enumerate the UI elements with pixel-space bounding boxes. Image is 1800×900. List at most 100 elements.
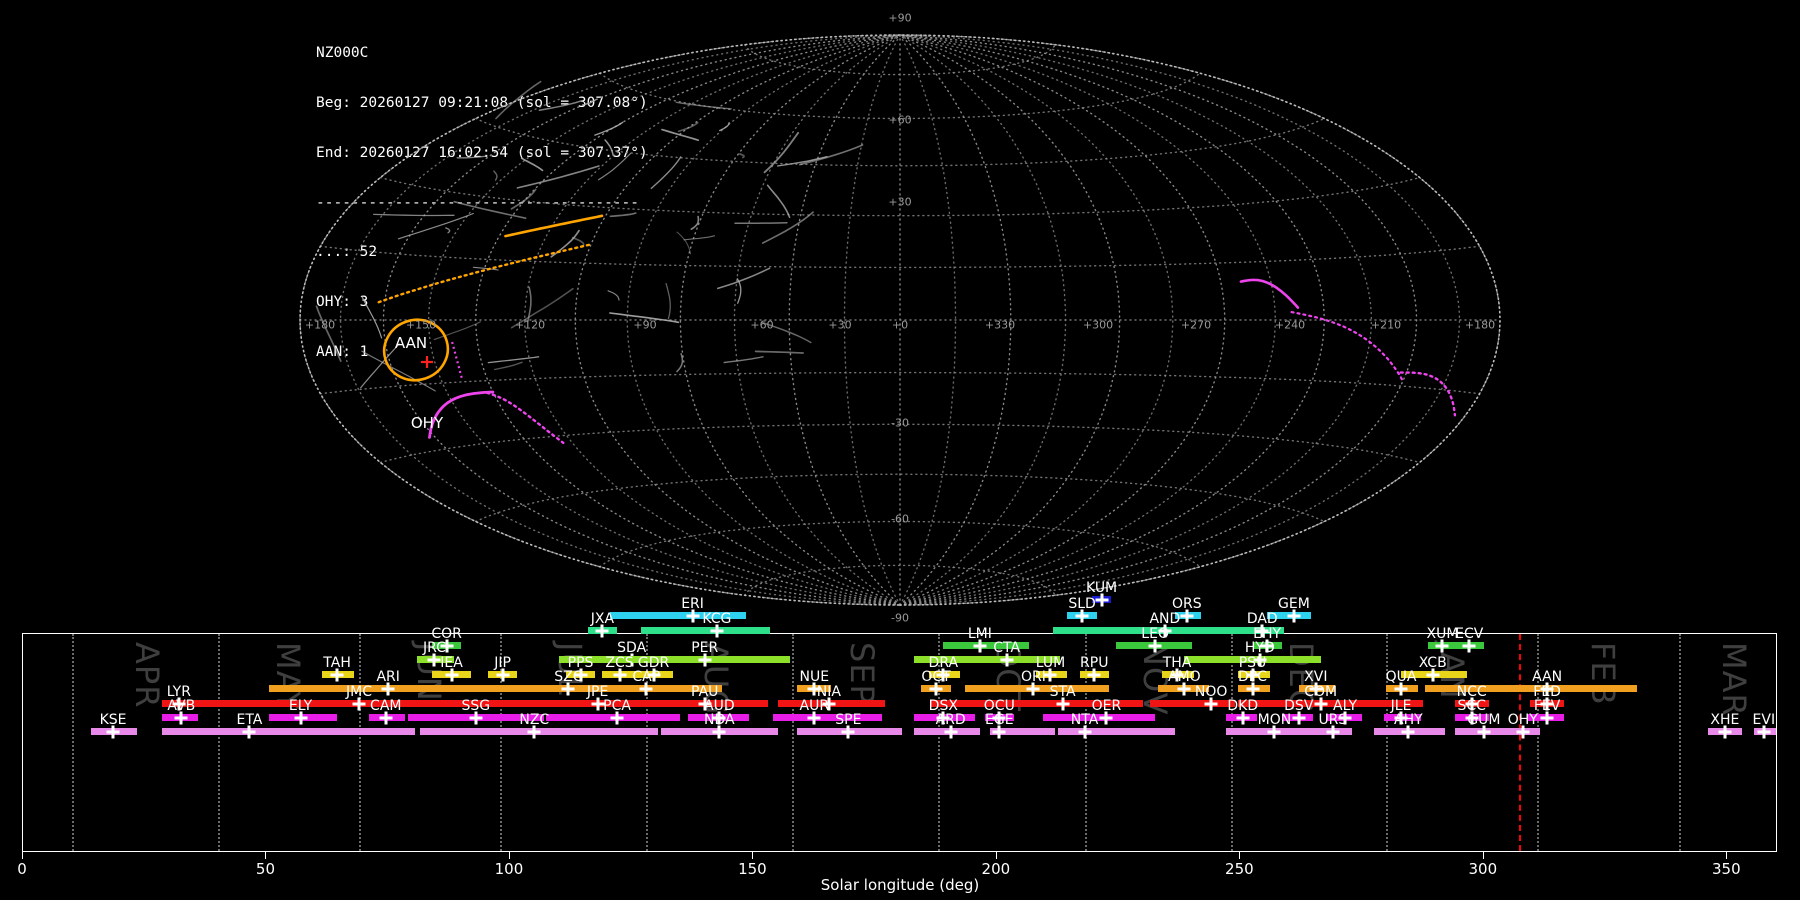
shower-bar-hyd[interactable] [1184,656,1321,663]
month-separator [1084,634,1087,851]
meteor-trail [453,200,527,219]
meteor-trail [361,296,383,339]
shower-label-sta: STA [1049,684,1076,700]
shower-bar-cta[interactable] [914,656,1061,663]
shower-label-ori: ORI [1020,669,1046,685]
shower-bar-aan[interactable] [1425,685,1638,692]
shower-label-pca: PCA [603,698,631,714]
sky-grid-label: +0 [891,318,909,332]
shower-bar-qua[interactable] [1386,685,1419,692]
shower-bar-rpu[interactable] [1079,671,1109,678]
shower-bar-jip[interactable] [488,671,518,678]
shower-bar-and[interactable] [1052,627,1248,634]
shower-bar-urs[interactable] [1313,728,1353,735]
shower-label-and: AND [1149,611,1181,627]
shower-bar-avb[interactable] [161,714,199,721]
shower-bar-sta[interactable] [931,700,1143,707]
shower-bar-ohy[interactable] [1505,728,1540,735]
graticule-meridian [626,34,901,606]
shower-bar-tah[interactable] [322,671,355,678]
shower-bar-noo[interactable] [1150,700,1236,707]
meteor-trail [373,213,455,217]
meteor-trail [607,290,620,301]
shower-bar-xhe[interactable] [1707,728,1742,735]
ohy-marker-line [450,340,463,379]
graticule-parallel [319,245,1481,269]
sky-grid-label: +90 [633,318,657,332]
shower-label-ecv: ECV [1455,626,1484,642]
shower-label-noo: NOO [1194,684,1228,700]
meteor-trail [716,267,771,290]
meteor-trail [799,144,864,166]
axis-tick-label: 100 [494,860,524,878]
shower-bar-gum[interactable] [1454,728,1509,735]
shower-bar-sld[interactable] [1067,612,1097,619]
shower-bar-ori[interactable] [965,685,1109,692]
shower-label-ege: EGE [985,712,1014,728]
shower-label-nda: NDA [704,712,735,728]
shower-label-per: PER [691,640,719,656]
shower-bar-ahy[interactable] [1374,728,1445,735]
shower-bar-iea[interactable] [432,671,471,678]
shower-bar-nta[interactable] [1057,728,1175,735]
shower-label-leo: LEO [1141,626,1169,642]
shower-bar-com[interactable] [1237,700,1423,707]
month-separator [358,634,361,851]
radiant-label-ohy: OHY [411,414,444,432]
shower-bar-dpc[interactable] [1237,685,1270,692]
shower-bar-ard[interactable] [914,728,980,735]
ohy-track [1290,311,1405,383]
shower-bar-jxa[interactable] [587,627,618,634]
shower-bar-aur[interactable] [772,714,883,721]
shower-bar-ari[interactable] [268,685,569,692]
shower-bar-oct[interactable] [921,685,951,692]
shower-bar-cam[interactable] [368,714,406,721]
shower-bar-xum[interactable] [1427,642,1460,649]
shower-label-aur: AUR [799,698,830,714]
graticule-parallel [599,520,1201,568]
shower-label-xum: XUM [1426,626,1459,642]
shower-label-oer: OER [1091,698,1122,714]
shower-bar-spe[interactable] [797,728,902,735]
shower-bar-nzc[interactable] [419,728,659,735]
shower-bar-nda[interactable] [660,728,778,735]
shower-label-jle: JLE [1390,698,1412,714]
meteor-trail [433,321,481,341]
month-separator [500,634,503,851]
sky-grid-label: -60 [891,512,909,526]
graticule-parallel [744,44,1057,76]
shower-bar-oer[interactable] [1043,714,1156,721]
axis-tick-label: 300 [1468,860,1498,878]
meteor-trail [609,312,680,324]
graticule-meridian [788,34,901,606]
shower-bar-mon[interactable] [1225,728,1316,735]
shower-bar-eri[interactable] [609,612,747,619]
shower-label-nzc: NZC [519,712,550,728]
shower-bar-kcg[interactable] [641,627,771,634]
graticule-meridian [899,34,957,606]
shower-label-nta: NTA [1070,712,1099,728]
sky-grid-label: +150 [405,318,437,332]
shower-bar-pca[interactable] [546,714,681,721]
axis-tick [1482,852,1484,859]
sky-grid-label: +270 [1180,318,1212,332]
shower-bar-ely[interactable] [268,714,338,721]
shower-bar-jmc[interactable] [195,700,537,707]
sky-grid-label: +60 [750,318,774,332]
shower-label-kse: KSE [99,712,127,728]
shower-bar-nia[interactable] [777,700,885,707]
shower-bar-kse[interactable] [91,728,138,735]
shower-bar-eta[interactable] [161,728,415,735]
shower-bar-leo[interactable] [1116,642,1192,649]
shower-label-ncc: NCC [1456,684,1487,700]
shower-label-evi: EVI [1752,712,1776,728]
meteor-trail [360,343,400,389]
shower-bar-dkd[interactable] [1225,714,1258,721]
meteor-trail [571,236,585,246]
meteor-trail [510,287,574,329]
shower-bar-evi[interactable] [1754,728,1776,735]
shower-bar-ege[interactable] [989,728,1056,735]
shower-bar-per[interactable] [607,656,790,663]
shower-label-ohy: OHY [1507,712,1538,728]
